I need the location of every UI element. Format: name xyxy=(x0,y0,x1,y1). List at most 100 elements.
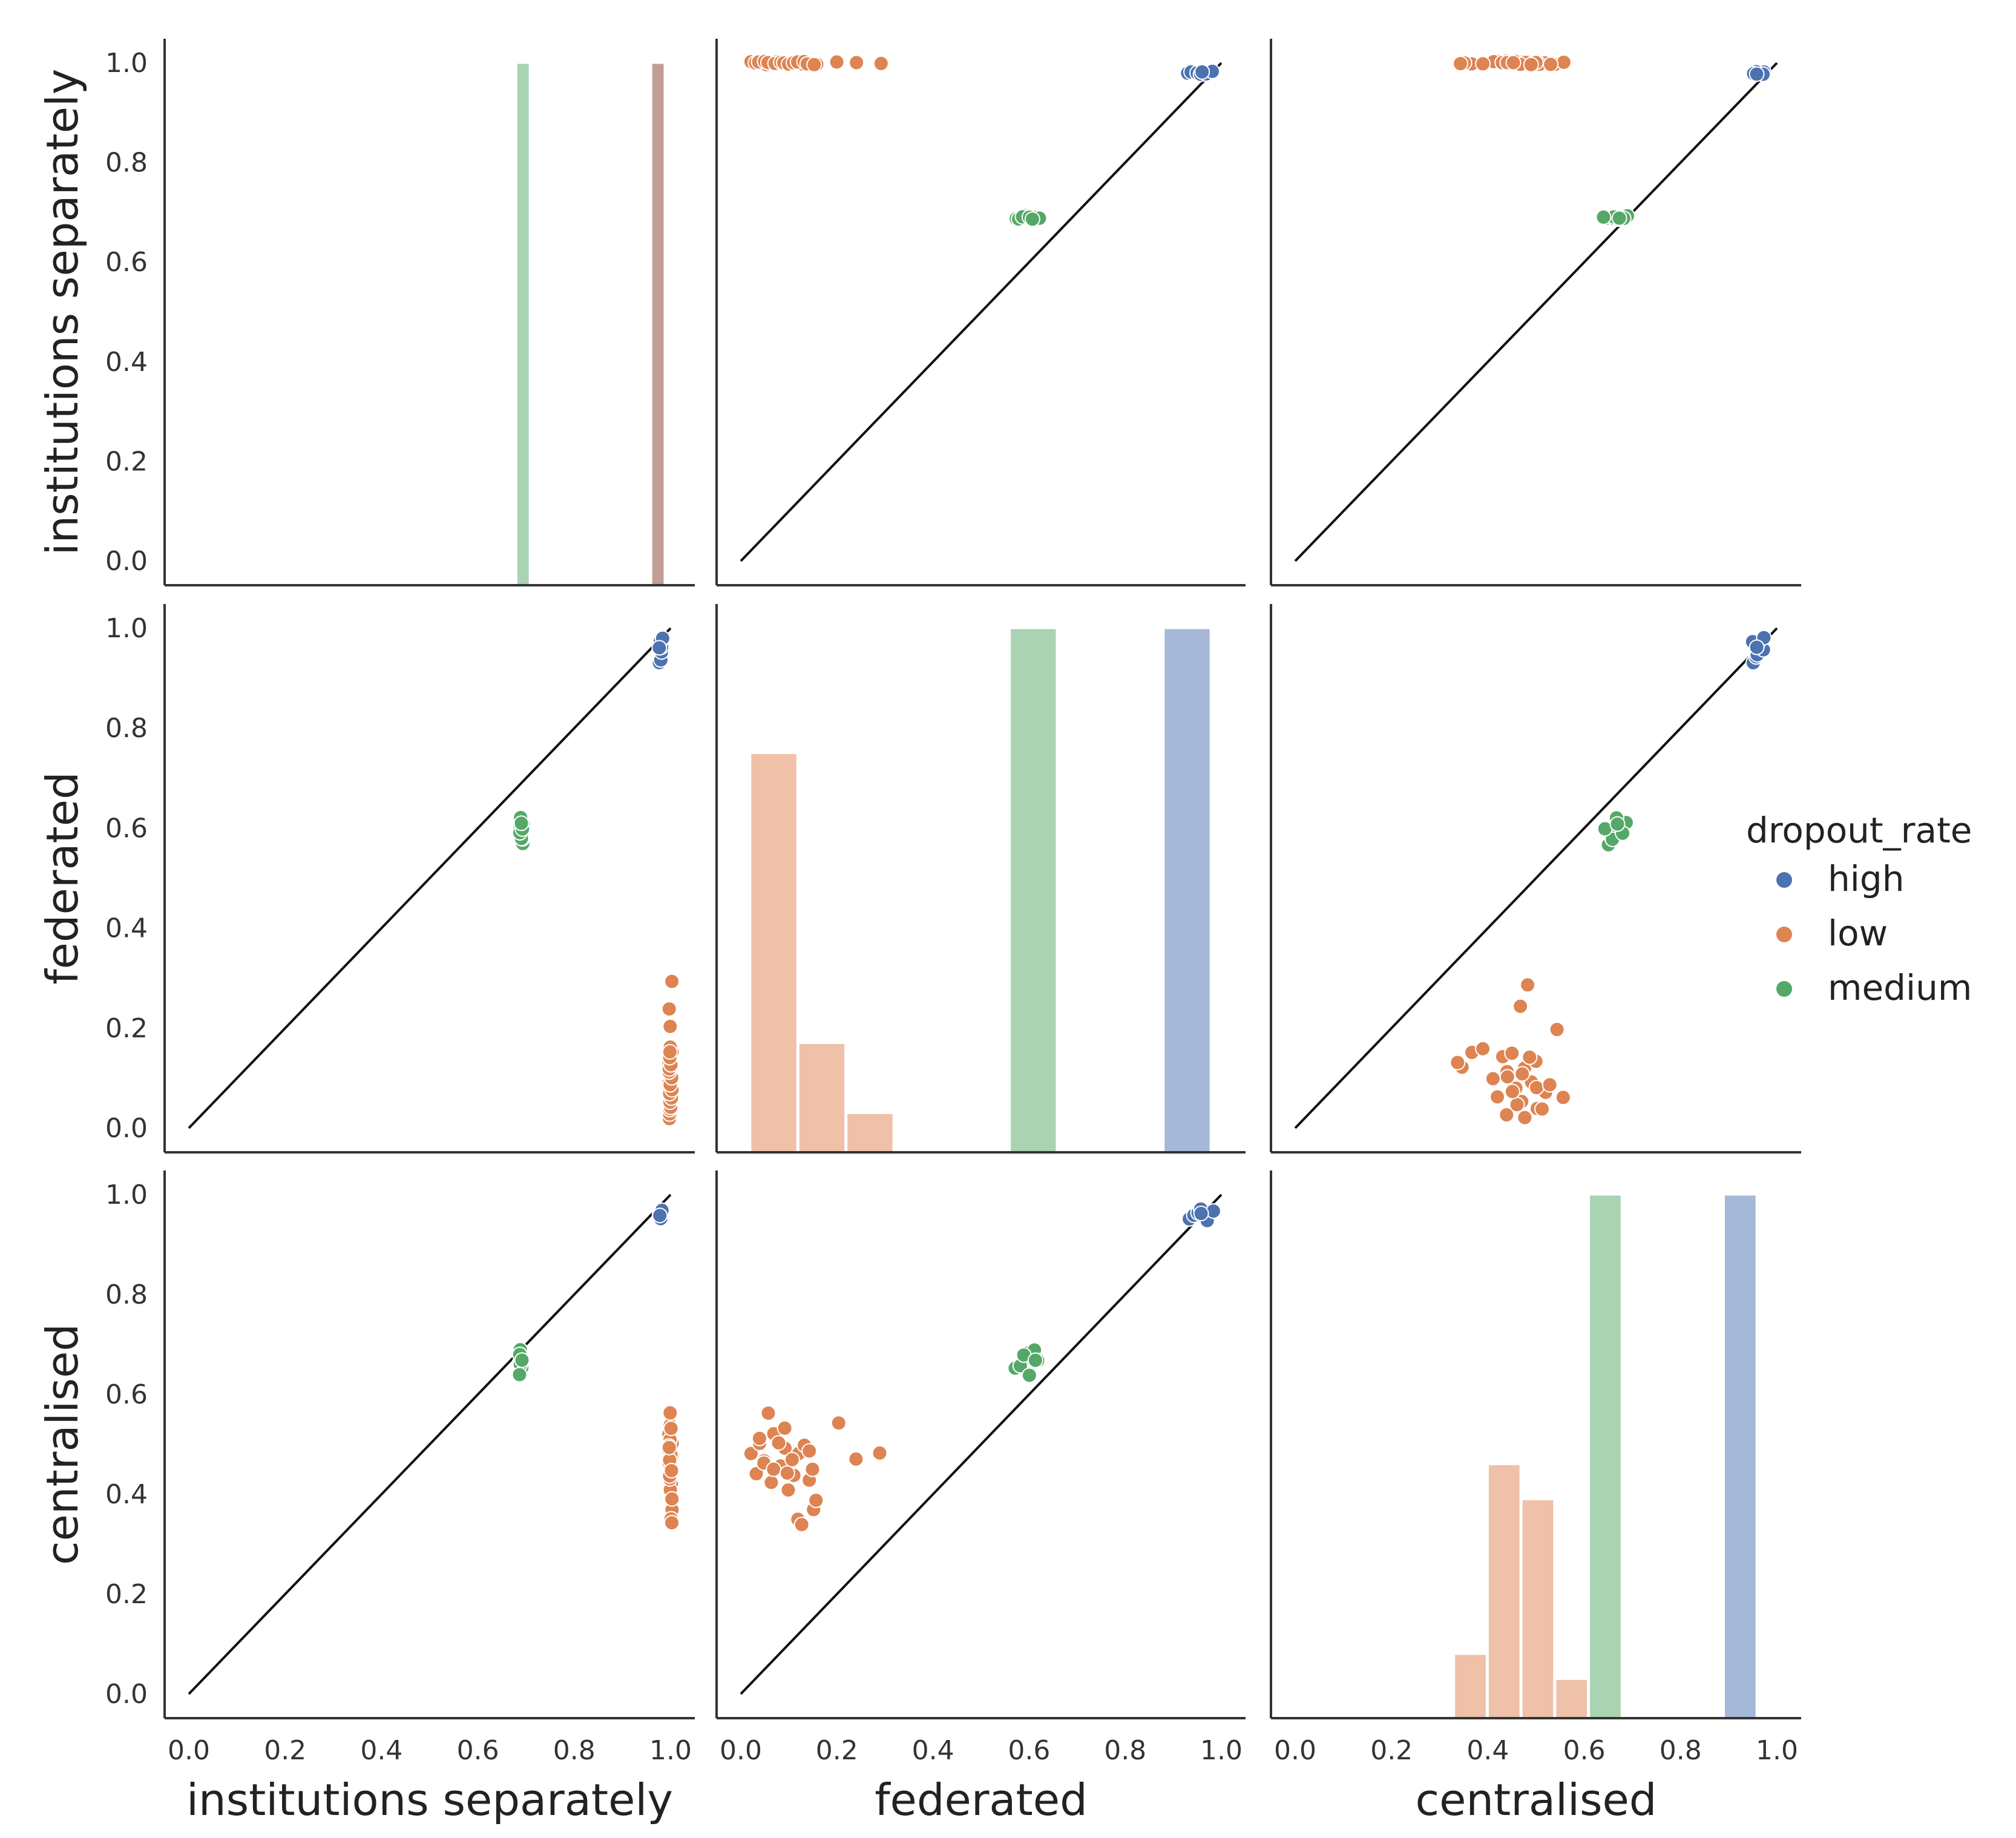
legend-marker-high xyxy=(1776,872,1792,888)
point-medium-9 xyxy=(1611,210,1627,226)
hist-bar-centralised-5 xyxy=(1722,1193,1758,1719)
point-low-25 xyxy=(784,1451,800,1468)
point-low-27 xyxy=(1450,1054,1466,1071)
point-medium-8 xyxy=(511,1367,528,1383)
point-low-20 xyxy=(1555,1089,1571,1106)
legend-marker-medium xyxy=(1776,981,1792,997)
point-low-14 xyxy=(1475,1040,1491,1057)
point-low-4 xyxy=(1489,1089,1506,1105)
legend-label-high: high xyxy=(1828,858,1904,899)
point-low-23 xyxy=(663,1420,679,1437)
reference-line xyxy=(1294,62,1778,562)
x-tick-label: 1.0 xyxy=(649,1735,692,1766)
x-tick-label: 0.4 xyxy=(912,1735,954,1766)
point-low-16 xyxy=(1512,998,1529,1014)
point-low-28 xyxy=(801,1443,818,1459)
y-axis-label-institutions-separately: institutions separately xyxy=(37,68,88,555)
point-low-29 xyxy=(806,56,822,73)
y-tick-label: 0.8 xyxy=(105,148,148,179)
reference-line xyxy=(1294,627,1778,1129)
point-low-22 xyxy=(770,1435,787,1451)
point-low-28 xyxy=(1523,56,1539,73)
hist-bar-centralised-3 xyxy=(1554,1678,1589,1719)
point-low-0 xyxy=(743,1445,759,1462)
panels-group: 0.0 0.2 0.4 0.6 0.8 1.0 institutions separatel… xyxy=(37,39,1801,1825)
x-tick-label: 1.0 xyxy=(1756,1735,1798,1766)
hist-bar-centralised-2 xyxy=(1520,1498,1555,1719)
x-tick-label: 0.8 xyxy=(1660,1735,1702,1766)
reference-line xyxy=(740,1193,1223,1695)
hist-bar-federated-3 xyxy=(1009,627,1058,1154)
hist-bar-centralised-0 xyxy=(1453,1653,1488,1719)
hist-bar-federated-4 xyxy=(1163,627,1212,1154)
point-low-19 xyxy=(1509,1097,1525,1113)
hist-bar-federated-1 xyxy=(797,1042,847,1154)
point-medium-9 xyxy=(1024,211,1040,228)
y-tick-label: 1.0 xyxy=(105,48,148,79)
point-high-7 xyxy=(1748,639,1765,655)
point-low-14 xyxy=(808,1492,824,1508)
point-low-16 xyxy=(661,1001,677,1017)
y-tick-label: 0.4 xyxy=(105,347,148,378)
point-medium-8 xyxy=(1595,209,1612,225)
point-low-27 xyxy=(664,1515,680,1531)
point-low-17 xyxy=(873,55,889,71)
point-low-16 xyxy=(849,54,865,71)
point-low-18 xyxy=(1534,1101,1551,1117)
x-axis-label-federated: federated xyxy=(875,1774,1088,1825)
hist-bar-centralised-1 xyxy=(1486,1463,1522,1719)
hist-bar-federated-2 xyxy=(845,1112,895,1154)
point-low-27 xyxy=(793,1517,810,1533)
point-low-16 xyxy=(848,1451,864,1467)
point-medium-9 xyxy=(513,815,530,832)
point-medium-9 xyxy=(1609,816,1626,832)
point-low-22 xyxy=(1528,1080,1545,1096)
y-tick-label: 0.0 xyxy=(105,1113,148,1144)
point-high-7 xyxy=(1193,1206,1209,1222)
y-tick-label: 0.4 xyxy=(105,913,148,944)
x-tick-label: 1.0 xyxy=(1200,1735,1243,1766)
point-low-29 xyxy=(1504,1045,1520,1062)
point-low-27 xyxy=(1453,56,1469,72)
point-low-14 xyxy=(1475,56,1491,72)
point-low-1 xyxy=(1499,1107,1515,1123)
x-tick-label: 0.8 xyxy=(553,1735,596,1766)
hist-bar-institutions-separately-0 xyxy=(515,62,531,586)
x-tick-label: 0.2 xyxy=(1370,1735,1413,1766)
x-axis-label-institutions-separately: institutions separately xyxy=(186,1774,673,1825)
x-tick-label: 0.2 xyxy=(264,1735,306,1766)
point-low-20 xyxy=(1555,54,1572,70)
panel-federated-vs-federated xyxy=(715,604,1246,1154)
legend-marker-low xyxy=(1776,927,1792,942)
point-low-17 xyxy=(872,1445,888,1461)
point-low-15 xyxy=(1549,1022,1565,1038)
y-tick-label: 0.8 xyxy=(105,1279,148,1310)
legend-title: dropout_rate xyxy=(1746,810,1972,851)
point-medium-9 xyxy=(514,1352,530,1368)
y-tick-label: 0.8 xyxy=(105,713,148,744)
x-tick-label: 0.0 xyxy=(720,1735,762,1766)
point-low-18 xyxy=(751,1430,767,1446)
point-low-28 xyxy=(661,1439,677,1456)
point-high-7 xyxy=(1194,64,1210,80)
point-low-20 xyxy=(760,1405,777,1422)
hist-bar-centralised-4 xyxy=(1588,1193,1623,1719)
panel-institutions-separately-vs-centralised xyxy=(1270,39,1801,586)
reference-line xyxy=(740,62,1223,562)
point-low-25 xyxy=(1514,1066,1531,1082)
point-high-7 xyxy=(651,640,668,656)
point-high-7 xyxy=(652,1207,668,1224)
point-high-7 xyxy=(1748,66,1765,82)
x-tick-label: 0.0 xyxy=(1274,1735,1316,1766)
point-low-21 xyxy=(1504,1083,1520,1100)
x-tick-label: 0.4 xyxy=(360,1735,402,1766)
legend-label-low: low xyxy=(1828,913,1888,954)
point-low-23 xyxy=(1543,56,1559,73)
point-low-8 xyxy=(780,1482,796,1498)
y-axis-label-federated: federated xyxy=(37,772,88,985)
x-tick-label: 0.8 xyxy=(1104,1735,1146,1766)
x-axis-label-centralised: centralised xyxy=(1416,1774,1657,1825)
x-tick-label: 0.4 xyxy=(1466,1735,1509,1766)
